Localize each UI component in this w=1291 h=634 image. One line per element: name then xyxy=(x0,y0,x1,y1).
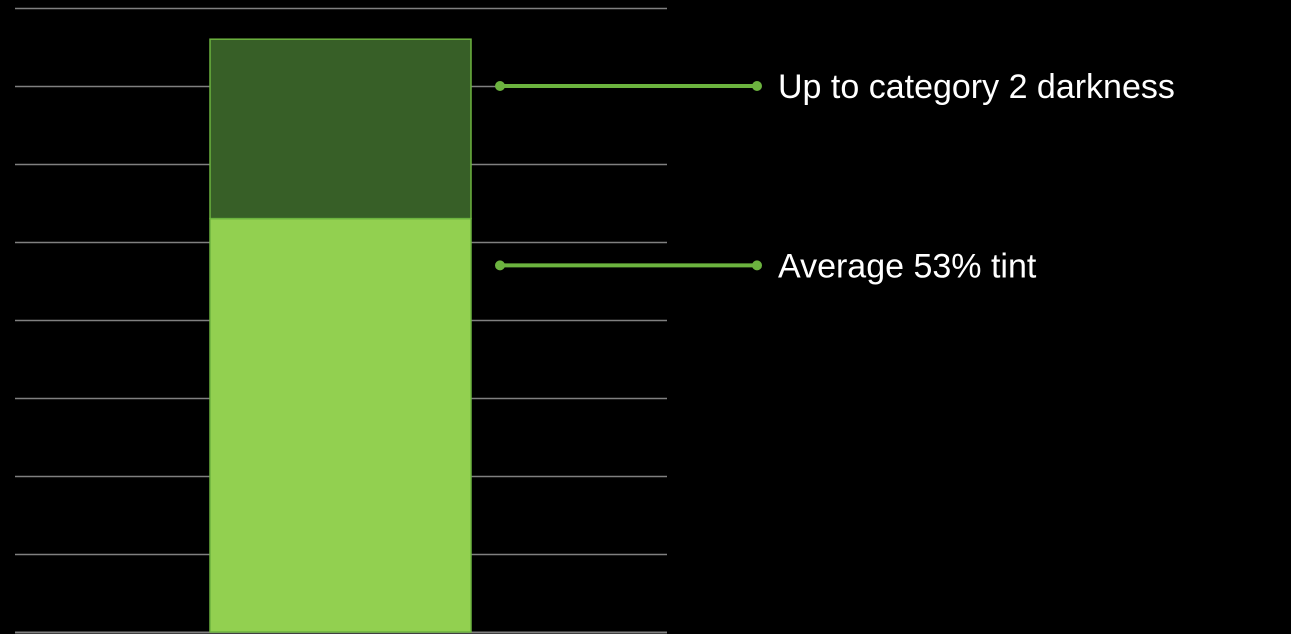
callout-dot-end xyxy=(752,260,762,271)
callout-category-2-darkness: Up to category 2 darkness xyxy=(495,68,1175,106)
callout-dot-start xyxy=(495,81,505,91)
callout-label-average-tint: Average 53% tint xyxy=(778,247,1037,285)
stacked-bar xyxy=(209,38,472,633)
bar-segment-1 xyxy=(209,217,472,633)
callout-dot-end xyxy=(752,81,762,91)
bar-segment-2 xyxy=(209,38,472,220)
callouts: Up to category 2 darkness Average 53% ti… xyxy=(495,68,1175,285)
callout-dot-start xyxy=(495,260,505,271)
callout-label-category-2-darkness: Up to category 2 darkness xyxy=(778,68,1175,106)
callout-average-tint: Average 53% tint xyxy=(495,247,1037,285)
